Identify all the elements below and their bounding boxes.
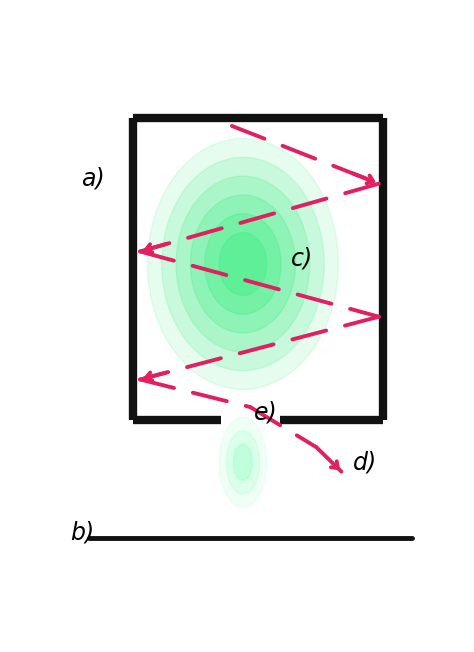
Ellipse shape — [162, 157, 324, 371]
Text: e): e) — [254, 400, 278, 424]
Text: d): d) — [353, 451, 377, 474]
Ellipse shape — [191, 195, 295, 333]
Text: b): b) — [70, 520, 94, 544]
Ellipse shape — [147, 138, 338, 389]
Ellipse shape — [176, 176, 310, 352]
Ellipse shape — [219, 417, 267, 507]
Ellipse shape — [219, 233, 267, 295]
Text: a): a) — [82, 167, 105, 190]
Text: c): c) — [291, 247, 313, 271]
Ellipse shape — [233, 444, 253, 481]
Ellipse shape — [226, 431, 260, 494]
Ellipse shape — [205, 214, 281, 314]
